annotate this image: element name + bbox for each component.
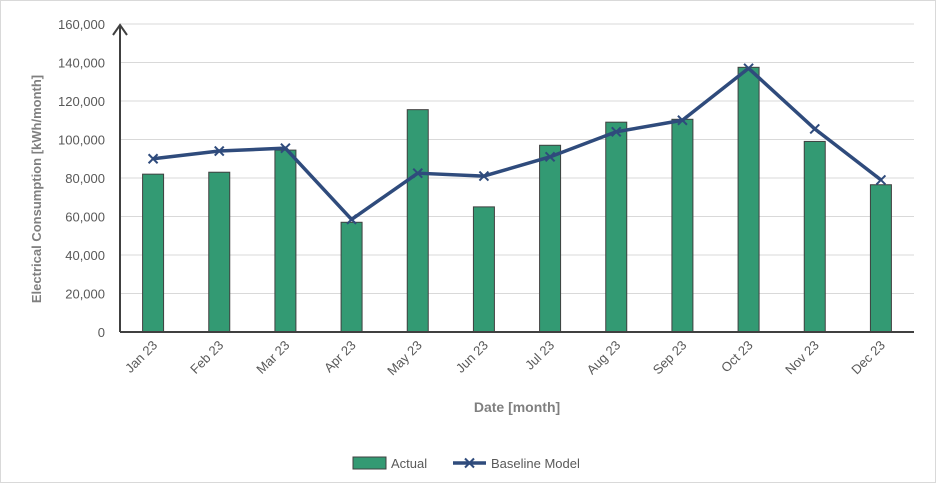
bar [274,149,297,333]
y-tick-labels: 0 20,000 40,000 60,000 80,000 100,000 120,000 1… [58,17,105,340]
line-point [147,153,159,164]
x-tick-label: May 23 [384,338,425,379]
marker-stroke [346,214,357,225]
legend-item-actual: Actual [352,456,427,471]
y-axis-label: Electrical Consumption [kWh/month] [29,75,44,303]
legend-marker [464,457,475,469]
gridlines [120,23,914,294]
legend-item-baseline: Baseline Model [453,456,580,471]
x-tick-labels: Jan 23 Feb 23 Mar 23 Apr 23 May 23 Jun 23 Jul … [122,338,888,379]
baseline-line [152,66,882,222]
y-axis-arrow [112,23,128,36]
x-tick-label: Apr 23 [321,338,359,376]
marker-stroke [743,63,754,74]
y-tick-label: 40,000 [65,248,105,263]
bar [208,171,231,333]
legend-label-baseline: Baseline Model [491,456,580,471]
x-tick-label: Feb 23 [187,338,226,377]
x-tick-label: Jan 23 [122,338,160,376]
y-tick-label: 100,000 [58,133,105,148]
line-point [214,145,225,157]
bar [737,66,760,333]
x-tick-label: Nov 23 [782,338,822,378]
line-point [346,214,357,225]
marker-stroke [147,153,159,164]
marker-stroke [412,167,423,179]
line-point [412,167,423,179]
bar [142,173,165,333]
y-tick-label: 60,000 [65,210,105,225]
x-tick-label: Sep 23 [650,338,690,378]
x-tick-label: Jul 23 [522,338,557,373]
marker-stroke [677,115,688,126]
line-point [809,123,820,135]
line-point [743,63,754,74]
line-point [280,142,291,154]
marker-stroke [214,145,225,157]
marker-stroke [478,170,490,182]
y-tick-label: 20,000 [65,287,105,302]
line-point [677,115,688,126]
legend: Actual Baseline Model [352,456,580,471]
bar [605,121,628,333]
marker-stroke [875,174,887,186]
legend-swatch-actual [352,456,387,470]
x-tick-label: Dec 23 [848,338,888,378]
x-tick-label: Oct 23 [718,338,756,376]
bar [406,109,429,333]
y-tick-label: 140,000 [58,56,105,71]
bar [803,140,826,333]
line-point [875,174,887,186]
y-tick-label: 120,000 [58,94,105,109]
x-tick-label: Jun 23 [453,338,491,376]
x-tick-label: Aug 23 [584,338,624,378]
x-tick-label: Mar 23 [253,338,292,377]
bar [340,221,363,333]
x-axis-label: Date [month] [474,399,560,415]
line-series [147,63,887,225]
y-tick-label: 0 [98,325,105,340]
axes [112,23,914,333]
bar [472,206,495,333]
marker-stroke [280,142,291,154]
line-point [544,151,556,163]
y-tick-label: 160,000 [58,17,105,32]
bar [539,144,562,333]
y-tick-label: 80,000 [65,171,105,186]
legend-label-actual: Actual [391,456,427,471]
marker-stroke [809,123,820,135]
marker-stroke [611,126,622,138]
marker-stroke [544,151,556,163]
line-point [478,170,490,182]
bar-series [142,66,892,333]
line-point [611,126,622,138]
bar [671,118,694,333]
bar [869,184,892,333]
